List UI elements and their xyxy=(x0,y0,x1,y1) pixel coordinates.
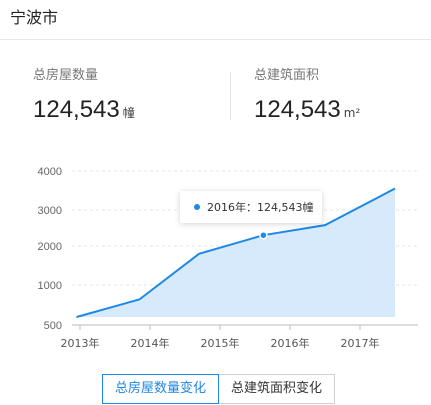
house-count-label: 总房屋数量 xyxy=(33,68,99,83)
area-chart: 500 1000 2000 3000 4000 2013年 2014年 2015年 2016年 2… xyxy=(38,166,418,350)
y-tick-label: 1000 xyxy=(38,280,62,292)
y-tick-label: 2000 xyxy=(38,241,62,253)
y-tick-label: 500 xyxy=(44,320,62,332)
x-tick-label: 2013年 xyxy=(61,336,100,350)
page-title: 宁波市 xyxy=(10,8,59,27)
house-count-unit: 幢 xyxy=(122,106,135,120)
area-unit: m² xyxy=(343,106,361,120)
highlight-point xyxy=(259,230,268,240)
toggle-house-count-button[interactable]: 总房屋数量变化 xyxy=(102,374,220,404)
x-tick-label: 2016年 xyxy=(271,336,310,350)
y-tick-label: 4000 xyxy=(38,166,62,178)
area-stat: 总建筑面积 124,543 m² xyxy=(254,64,360,124)
header-bar: 宁波市 xyxy=(0,0,431,40)
x-tick-label: 2017年 xyxy=(341,336,380,350)
x-tick-label: 2014年 xyxy=(131,336,170,350)
x-tick-label: 2015年 xyxy=(201,336,240,350)
area-label: 总建筑面积 xyxy=(254,68,320,83)
tooltip-series-dot xyxy=(194,204,200,210)
chart-mode-toggle: 总房屋数量变化 总建筑面积变化 xyxy=(102,374,336,404)
stat-divider xyxy=(230,72,231,120)
chart-tooltip: 2016年：124,543幢 xyxy=(180,191,322,223)
house-count-stat: 总房屋数量 124,543 幢 xyxy=(33,64,135,124)
series-line xyxy=(76,187,396,318)
y-tick-label: 3000 xyxy=(38,205,62,217)
toggle-area-button[interactable]: 总建筑面积变化 xyxy=(219,374,336,404)
tooltip-text: 2016年：124,543幢 xyxy=(207,201,314,214)
area-value: 124,543 xyxy=(254,96,341,123)
house-count-value: 124,543 xyxy=(33,96,120,123)
area-fill xyxy=(76,188,395,317)
